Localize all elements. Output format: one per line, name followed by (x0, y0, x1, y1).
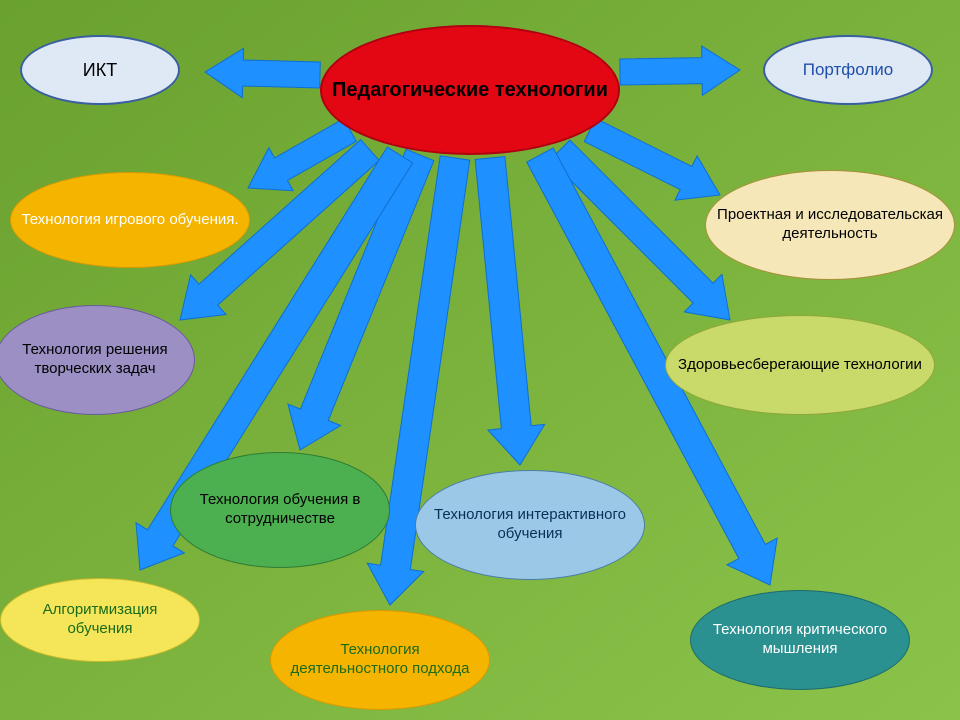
node-health: Здоровьесберегающие технологии (665, 315, 935, 415)
diagram-canvas: Педагогические технологии ИКТ Портфолио Тех… (0, 0, 960, 720)
portfolio-label: Портфолио (803, 59, 893, 80)
activity-label: Технология деятельностного подхода (281, 641, 479, 679)
node-project: Проектная и исследовательская деятельнос… (705, 170, 955, 280)
center-label: Педагогические технологии (332, 78, 608, 103)
project-label: Проектная и исследовательская деятельнос… (716, 206, 944, 244)
creative-label: Технология решения творческих задач (6, 341, 184, 379)
node-coop: Технология обучения в сотрудничестве (170, 452, 390, 568)
coop-label: Технология обучения в сотрудничестве (181, 491, 379, 529)
node-activity: Технология деятельностного подхода (270, 610, 490, 710)
critical-label: Технология критического мышления (701, 621, 899, 659)
ikt-label: ИКТ (83, 59, 117, 82)
node-creative: Технология решения творческих задач (0, 305, 195, 415)
interactive-label: Технология интерактивного обучения (426, 506, 634, 544)
node-ikt: ИКТ (20, 35, 180, 105)
game-label: Технология игрового обучения. (21, 211, 238, 230)
node-algo: Алгоритмизация обучения (0, 578, 200, 662)
center-node: Педагогические технологии (320, 25, 620, 155)
node-interactive: Технология интерактивного обучения (415, 470, 645, 580)
algo-label: Алгоритмизация обучения (11, 601, 189, 639)
health-label: Здоровьесберегающие технологии (678, 356, 922, 375)
node-game: Технология игрового обучения. (10, 172, 250, 268)
node-critical: Технология критического мышления (690, 590, 910, 690)
node-portfolio: Портфолио (763, 35, 933, 105)
